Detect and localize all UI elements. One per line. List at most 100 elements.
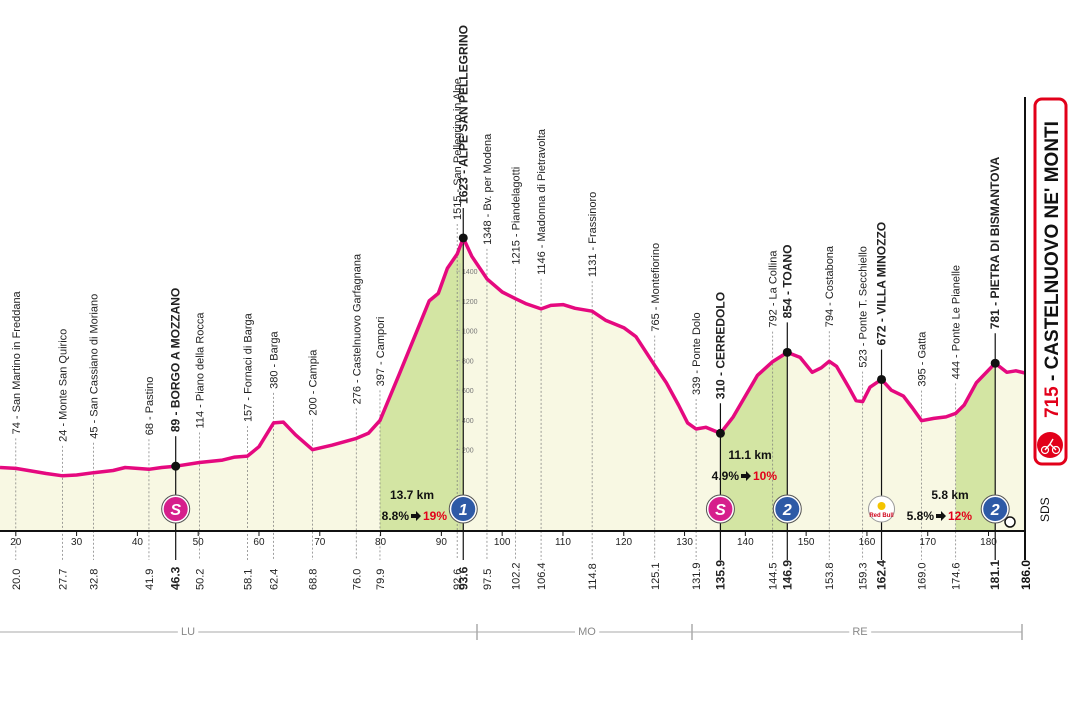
- km-label: 62.4: [269, 569, 281, 590]
- km-label: 102.2: [511, 562, 523, 590]
- waypoint-label: 444 - Ponte Le Pianelle: [951, 265, 963, 379]
- climb-badge: [775, 497, 800, 521]
- waypoint-label: 794 - Costabona: [824, 245, 836, 327]
- climb-avg: 4.9%: [712, 469, 740, 483]
- climb-length: 11.1 km: [728, 448, 771, 462]
- sprint-badge-text: S: [715, 502, 726, 519]
- km-label: 144.5: [768, 562, 780, 590]
- km-label: 131.9: [691, 562, 703, 590]
- waypoint-label: 397 - Campori: [375, 317, 387, 387]
- climb-max: 12%: [948, 509, 972, 523]
- waypoint-label: 854 - TOANO: [780, 245, 794, 319]
- x-tick-label: 110: [555, 537, 571, 548]
- waypoint-dot: [171, 461, 181, 471]
- waypoint-label: 24 - Monte San Quirico: [58, 329, 70, 442]
- x-tick-label: 80: [375, 537, 387, 548]
- waypoint-label: 523 - Ponte T. Secchiello: [858, 246, 870, 367]
- bonus-badge-text: Red Bull: [869, 513, 894, 519]
- waypoint-label: 1515 - San Pellegrino in Alpe: [452, 78, 464, 220]
- waypoint-label: 200 - Campia: [307, 349, 319, 416]
- climb-badge-text: 2: [990, 502, 1000, 519]
- km-label: 97.5: [482, 569, 494, 590]
- km-label: 20.0: [11, 569, 23, 590]
- finish-label-part: 715: [1042, 386, 1063, 418]
- waypoint-label: 380 - Barga: [269, 331, 281, 389]
- finish-small-icon: [1004, 516, 1016, 528]
- finish-icon-rider: [1044, 438, 1057, 451]
- waypoint-dot: [782, 347, 792, 357]
- finish-label-part: - CASTELNUOVO NE' MONTI: [1042, 121, 1063, 386]
- x-tick-label: 100: [494, 537, 511, 548]
- region-label: RE: [852, 626, 867, 638]
- waypoint-label: 1146 - Madonna di Pietravolta: [536, 128, 548, 275]
- finish-icon-wheel: [1051, 445, 1061, 455]
- climb-max: 10%: [753, 469, 777, 483]
- km-label: 153.8: [824, 562, 836, 590]
- x-tick-label: 60: [253, 537, 265, 548]
- climb-avg: 5.8%: [907, 509, 935, 523]
- km-label: 106.4: [536, 562, 548, 590]
- x-tick-label: 160: [859, 537, 876, 548]
- waypoint-label: 1215 - Piandelagotti: [511, 167, 523, 265]
- km-label: 50.2: [194, 569, 206, 590]
- climb-badge: [983, 497, 1008, 521]
- y-tick-label: 200: [462, 448, 474, 455]
- waypoint-label: 45 - San Cassiano di Moriano: [89, 294, 101, 439]
- y-tick-label: 400: [462, 418, 474, 425]
- km-label: 169.0: [917, 562, 929, 590]
- waypoint-label: 395 - Gatta: [917, 331, 929, 387]
- km-label: 27.7: [58, 569, 70, 590]
- km-label: 93.6: [456, 566, 470, 590]
- x-tick-label: 120: [615, 537, 632, 548]
- km-label: 58.1: [242, 569, 254, 590]
- x-tick-label: 40: [132, 537, 144, 548]
- x-tick-label: 130: [676, 537, 693, 548]
- waypoint-dot: [990, 358, 1000, 368]
- x-tick-label: 90: [436, 537, 448, 548]
- waypoint-label: 114 - Piano della Rocca: [194, 312, 206, 429]
- x-tick-label: 70: [314, 537, 326, 548]
- x-tick-label: 180: [980, 537, 997, 548]
- climb-arrow: [411, 511, 421, 521]
- waypoint-label: 765 - Montefiorino: [650, 243, 662, 332]
- x-tick-label: 20: [10, 537, 22, 548]
- km-label: 146.9: [780, 560, 794, 590]
- climb-max: 19%: [423, 509, 447, 523]
- climb-length: 13.7 km: [390, 488, 434, 502]
- km-label: 114.8: [587, 563, 599, 590]
- waypoint-label: 339 - Ponte Dolo: [691, 312, 703, 395]
- km-label: 79.9: [375, 569, 387, 590]
- km-label: 68.8: [307, 569, 319, 590]
- waypoint-label: 672 - VILLA MINOZZO: [875, 222, 889, 346]
- climb-badge-text: 1: [459, 502, 468, 519]
- km-label: 125.1: [650, 562, 662, 590]
- y-tick-label: 1000: [462, 329, 478, 336]
- km-label: 181.1: [988, 560, 1002, 590]
- km-label: 174.6: [951, 562, 963, 590]
- km-label: 76.0: [351, 569, 363, 590]
- climb-badge-text: 2: [782, 502, 792, 519]
- x-tick-label: 140: [737, 537, 754, 548]
- climb-avg: 8.8%: [382, 509, 410, 523]
- km-label: 41.9: [144, 569, 156, 590]
- waypoint-label: 781 - PIETRA DI BISMANTOVA: [988, 156, 1002, 329]
- climb-length: 5.8 km: [931, 488, 968, 502]
- y-tick-label: 800: [462, 358, 474, 365]
- waypoint-dot: [715, 428, 725, 438]
- waypoint-label: 89 - BORGO A MOZZANO: [169, 288, 183, 432]
- x-tick-label: 150: [798, 537, 815, 548]
- km-label: 92.6: [452, 569, 464, 590]
- km-label: 32.8: [89, 569, 101, 590]
- km-label: 162.4: [875, 560, 889, 590]
- waypoint-dot: [877, 374, 887, 384]
- sprint-badge-text: S: [170, 502, 181, 519]
- km-label: 159.3: [858, 562, 870, 590]
- finish-box: [1033, 97, 1068, 466]
- region-label: MO: [578, 626, 596, 638]
- waypoint-label: 310 - CERREDOLO: [713, 292, 727, 399]
- waypoint-label: 1348 - Bv. per Modena: [482, 133, 494, 245]
- finish-icon-wheel: [1040, 445, 1050, 455]
- y-tick-label: 1400: [462, 269, 478, 276]
- x-tick-label: 30: [71, 537, 83, 548]
